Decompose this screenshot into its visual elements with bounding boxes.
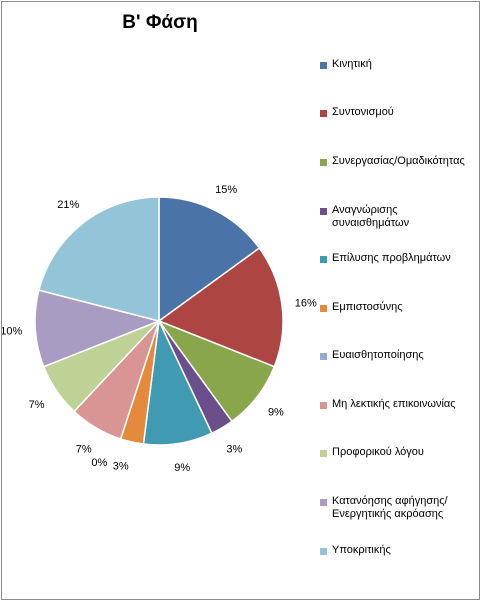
slice-percent-label: 9%: [268, 407, 284, 419]
slice-percent-label: 7%: [29, 399, 45, 411]
legend-label: Εμπιστοσύνης: [332, 301, 403, 313]
legend-item: Συνεργασίας/Ομαδικότητας: [320, 155, 472, 168]
legend-swatch: [320, 353, 327, 360]
legend-item: Ευαισθητοποίησης: [320, 349, 472, 362]
slice-percent-label: 3%: [226, 443, 242, 455]
legend-label: Αναγνώρισης συναισθημάτων: [332, 204, 410, 229]
legend-item: Συντονισμού: [320, 106, 472, 119]
legend-label: Κατανόησης αφήγησης/Ενεργητικής ακρόασης: [332, 495, 448, 520]
legend-swatch: [320, 110, 327, 117]
pie-slice: [37, 196, 160, 322]
legend-label: Προφορικού λόγου: [332, 446, 424, 458]
legend-swatch: [320, 208, 327, 215]
legend-label: Συνεργασίας/Ομαδικότητας: [332, 155, 465, 167]
legend-item: Επίλυσης προβλημάτων: [320, 252, 472, 265]
slice-percent-label: 16%: [295, 298, 317, 310]
legend-item: Κινητική: [320, 58, 472, 71]
slice-percent-label: 7%: [76, 443, 92, 455]
slice-percent-label: 21%: [57, 199, 79, 211]
legend-label: Υποκριτικής: [332, 544, 391, 556]
slice-percent-label: 9%: [174, 462, 190, 474]
legend-item: Υποκριτικής: [320, 544, 472, 557]
legend-label: Μη λεκτικής επικοινωνίας: [332, 398, 456, 410]
legend-item: Αναγνώρισης συναισθημάτων: [320, 204, 472, 230]
slice-percent-label: 0%: [91, 457, 107, 469]
legend-swatch: [320, 402, 327, 409]
legend-item: Προφορικού λόγου: [320, 446, 472, 459]
pie-slice: [158, 196, 261, 323]
pie-slice: [34, 289, 162, 368]
legend-label: Επίλυσης προβλημάτων: [332, 252, 451, 264]
legend-swatch: [320, 499, 327, 506]
legend-label: Συντονισμού: [332, 106, 394, 118]
legend-swatch: [320, 256, 327, 263]
slice-percent-label: 10%: [2, 325, 23, 337]
legend-item: Κατανόησης αφήγησης/Ενεργητικής ακρόασης: [320, 495, 472, 521]
legend-swatch: [320, 62, 327, 69]
legend-swatch: [320, 305, 327, 312]
legend-swatch: [320, 450, 327, 457]
legend-label: Κινητική: [332, 58, 372, 70]
legend-swatch: [320, 548, 327, 555]
slice-percent-label: 15%: [215, 184, 237, 196]
pie-slice: [157, 247, 284, 368]
legend-item: Μη λεκτικής επικοινωνίας: [320, 398, 472, 411]
slice-percent-label: 3%: [113, 460, 129, 472]
legend-item: Εμπιστοσύνης: [320, 301, 472, 314]
legend-label: Ευαισθητοποίησης: [332, 349, 424, 361]
chart-title: Β' Φάση: [122, 12, 198, 33]
legend-swatch: [320, 159, 327, 166]
